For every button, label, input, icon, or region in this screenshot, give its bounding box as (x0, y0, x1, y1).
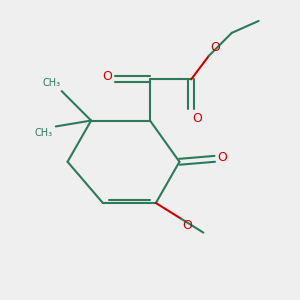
Text: CH₃: CH₃ (35, 128, 53, 138)
Text: O: O (193, 112, 202, 125)
Text: CH₃: CH₃ (42, 78, 60, 88)
Text: O: O (218, 151, 228, 164)
Text: O: O (182, 219, 192, 232)
Text: O: O (102, 70, 112, 83)
Text: O: O (210, 41, 220, 54)
